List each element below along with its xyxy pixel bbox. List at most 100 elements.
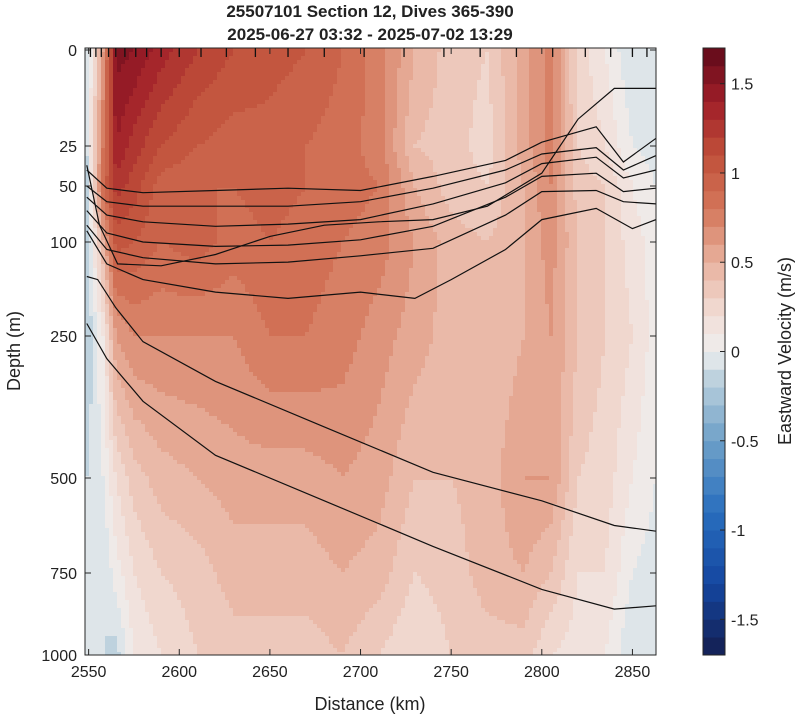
velocity-cell <box>169 156 174 161</box>
velocity-cell <box>109 344 114 349</box>
velocity-cell <box>105 576 110 581</box>
velocity-cell <box>145 652 150 657</box>
velocity-cell <box>105 372 110 377</box>
velocity-cell <box>153 284 158 289</box>
velocity-cell <box>105 64 110 69</box>
velocity-cell <box>201 272 206 277</box>
velocity-cell <box>129 652 134 657</box>
velocity-cell <box>141 392 146 397</box>
velocity-cell <box>105 204 110 209</box>
velocity-cell <box>93 60 98 65</box>
velocity-cell <box>205 136 210 141</box>
velocity-cell <box>121 88 126 93</box>
velocity-cell <box>117 500 122 505</box>
velocity-cell <box>177 100 182 105</box>
velocity-cell <box>197 132 202 137</box>
velocity-cell <box>177 352 182 357</box>
velocity-cell <box>165 368 170 373</box>
velocity-cell <box>101 364 106 369</box>
velocity-cell <box>125 548 130 553</box>
velocity-cell <box>85 364 90 369</box>
velocity-cell <box>109 284 114 289</box>
velocity-cell <box>213 240 218 245</box>
velocity-cell <box>145 648 150 653</box>
velocity-cell <box>157 352 162 357</box>
velocity-cell <box>109 276 114 281</box>
velocity-cell <box>125 196 130 201</box>
velocity-cell <box>197 460 202 465</box>
velocity-cell <box>189 532 194 537</box>
velocity-cell <box>133 120 138 125</box>
velocity-cell <box>117 648 122 653</box>
velocity-cell <box>153 496 158 501</box>
velocity-cell <box>201 596 206 601</box>
velocity-cell <box>177 616 182 621</box>
velocity-cell <box>157 276 162 281</box>
velocity-cell <box>177 420 182 425</box>
velocity-cell <box>121 220 126 225</box>
velocity-cell <box>97 156 102 161</box>
velocity-cell <box>85 220 90 225</box>
velocity-cell <box>169 516 174 521</box>
velocity-cell <box>181 448 186 453</box>
velocity-cell <box>173 564 178 569</box>
velocity-cell <box>161 228 166 233</box>
velocity-cell <box>185 296 190 301</box>
velocity-cell <box>117 76 122 81</box>
velocity-cell <box>149 56 154 61</box>
velocity-cell <box>93 80 98 85</box>
velocity-cell <box>161 532 166 537</box>
velocity-cell <box>157 288 162 293</box>
velocity-cell <box>109 436 114 441</box>
velocity-cell <box>169 652 174 657</box>
velocity-cell <box>89 152 94 157</box>
velocity-cell <box>101 416 106 421</box>
velocity-cell <box>193 608 198 613</box>
velocity-cell <box>201 520 206 525</box>
velocity-cell <box>189 60 194 65</box>
velocity-cell <box>117 636 122 641</box>
velocity-cell <box>129 560 134 565</box>
velocity-cell <box>101 380 106 385</box>
velocity-cell <box>133 596 138 601</box>
velocity-cell <box>201 440 206 445</box>
velocity-cell <box>133 564 138 569</box>
velocity-cell <box>185 108 190 113</box>
velocity-cell <box>169 208 174 213</box>
velocity-cell <box>173 460 178 465</box>
velocity-cell <box>173 208 178 213</box>
velocity-cell <box>189 320 194 325</box>
velocity-cell <box>157 120 162 125</box>
velocity-cell <box>181 116 186 121</box>
velocity-cell <box>185 116 190 121</box>
velocity-cell <box>193 352 198 357</box>
velocity-cell <box>169 396 174 401</box>
velocity-cell <box>105 224 110 229</box>
velocity-cell <box>157 144 162 149</box>
velocity-cell <box>201 76 206 81</box>
velocity-cell <box>209 612 214 617</box>
velocity-cell <box>177 468 182 473</box>
velocity-cell <box>157 504 162 509</box>
velocity-cell <box>173 172 178 177</box>
velocity-cell <box>101 368 106 373</box>
velocity-cell <box>169 528 174 533</box>
velocity-cell <box>145 144 150 149</box>
velocity-cell <box>213 520 218 525</box>
velocity-cell <box>93 588 98 593</box>
velocity-cell <box>121 556 126 561</box>
velocity-cell <box>141 344 146 349</box>
velocity-cell <box>133 336 138 341</box>
velocity-cell <box>133 448 138 453</box>
velocity-cell <box>93 596 98 601</box>
velocity-cell <box>101 296 106 301</box>
velocity-cell <box>145 244 150 249</box>
velocity-cell <box>101 524 106 529</box>
velocity-cell <box>149 76 154 81</box>
velocity-cell <box>137 512 142 517</box>
velocity-cell <box>185 392 190 397</box>
velocity-cell <box>169 288 174 293</box>
velocity-cell <box>101 72 106 77</box>
velocity-cell <box>125 648 130 653</box>
